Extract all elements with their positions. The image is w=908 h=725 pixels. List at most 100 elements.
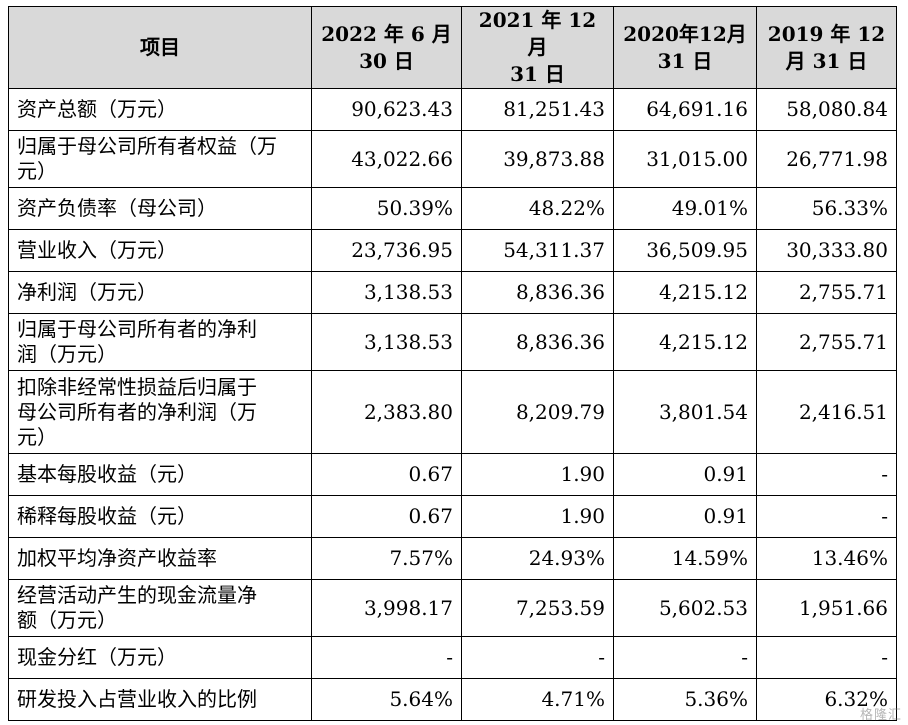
table-row: 研发投入占营业收入的比例 5.64% 4.71% 5.36% 6.32%	[8, 678, 897, 721]
header-line: 2020年12月	[623, 21, 747, 46]
row-label: 净利润（万元）	[8, 271, 312, 314]
table-header-row: 项目 2022 年 6 月 30 日 2021 年 12 月 31 日 2020…	[8, 6, 897, 89]
watermark-text: 格隆汇	[859, 708, 902, 723]
value-cell: -	[613, 636, 757, 679]
header-2020-12-31: 2020年12月 31 日	[613, 6, 757, 89]
row-label: 加权平均净资产收益率	[8, 537, 312, 580]
value-cell: 64,691.16	[613, 88, 757, 131]
table-row: 资产总额（万元） 90,623.43 81,251.43 64,691.16 58,08…	[8, 88, 897, 131]
value-cell: 7,253.59	[461, 579, 614, 637]
value-cell: -	[756, 453, 897, 496]
value-cell: 1.90	[461, 453, 614, 496]
value-cell: 8,836.36	[461, 313, 614, 371]
row-label-line: 净利润（万元）	[17, 280, 157, 304]
value-cell: 3,138.53	[311, 271, 462, 314]
table-row: 资产负债率（母公司） 50.39% 48.22% 49.01% 56.33%	[8, 187, 897, 230]
row-label-line: 研发投入占营业收入的比例	[17, 687, 257, 711]
financial-summary-table: 项目 2022 年 6 月 30 日 2021 年 12 月 31 日 2020…	[8, 6, 897, 721]
value-cell: 30,333.80	[756, 229, 897, 272]
value-cell: 4,215.12	[613, 313, 757, 371]
row-label-line: 基本每股收益（元）	[17, 462, 197, 486]
value-cell: 0.67	[311, 453, 462, 496]
value-cell: 0.91	[613, 495, 757, 538]
row-label: 研发投入占营业收入的比例	[8, 678, 312, 721]
value-cell: -	[756, 636, 897, 679]
value-cell: 0.67	[311, 495, 462, 538]
value-cell: 58,080.84	[756, 88, 897, 131]
row-label: 经营活动产生的现金流量净 额（万元）	[8, 579, 312, 637]
row-label: 稀释每股收益（元）	[8, 495, 312, 538]
row-label-line: 归属于母公司所有者权益（万	[17, 134, 277, 158]
table-row: 净利润（万元） 3,138.53 8,836.36 4,215.12 2,755.71	[8, 271, 897, 314]
header-line: 2021 年 12 月	[478, 8, 597, 59]
value-cell: 56.33%	[756, 187, 897, 230]
value-cell: 1.90	[461, 495, 614, 538]
value-cell: 48.22%	[461, 187, 614, 230]
value-cell: 2,416.51	[756, 370, 897, 454]
value-cell: -	[311, 636, 462, 679]
row-label-line: 元）	[17, 159, 57, 183]
header-item: 项目	[8, 6, 312, 89]
value-cell: 81,251.43	[461, 88, 614, 131]
row-label-line: 扣除非经常性损益后归属于	[17, 374, 257, 399]
value-cell: 1,951.66	[756, 579, 897, 637]
row-label: 营业收入（万元）	[8, 229, 312, 272]
row-label-line: 润（万元）	[17, 342, 117, 366]
value-cell: 8,836.36	[461, 271, 614, 314]
value-cell: 2,383.80	[311, 370, 462, 454]
value-cell: 5.64%	[311, 678, 462, 721]
value-cell: 4.71%	[461, 678, 614, 721]
header-line: 2019 年 12	[767, 21, 886, 46]
value-cell: 8,209.79	[461, 370, 614, 454]
row-label-line: 资产负债率（母公司）	[17, 196, 217, 220]
header-2022-06-30: 2022 年 6 月 30 日	[311, 6, 462, 89]
value-cell: 6.32%	[756, 678, 897, 721]
value-cell: 3,801.54	[613, 370, 757, 454]
value-cell: 7.57%	[311, 537, 462, 580]
row-label: 归属于母公司所有者的净利 润（万元）	[8, 313, 312, 371]
row-label-line: 资产总额（万元）	[17, 97, 177, 121]
header-line: 月 31 日	[785, 48, 868, 73]
row-label: 归属于母公司所有者权益（万 元）	[8, 130, 312, 188]
value-cell: 3,998.17	[311, 579, 462, 637]
header-line: 31 日	[657, 48, 713, 73]
row-label: 扣除非经常性损益后归属于 母公司所有者的净利润（万 元）	[8, 370, 312, 454]
row-label: 资产总额（万元）	[8, 88, 312, 131]
table-row: 稀释每股收益（元） 0.67 1.90 0.91-	[8, 495, 897, 538]
value-cell: 36,509.95	[613, 229, 757, 272]
table-row: 扣除非经常性损益后归属于 母公司所有者的净利润（万 元） 2,383.80 8,209.…	[8, 370, 897, 454]
value-cell: 43,022.66	[311, 130, 462, 188]
row-label: 资产负债率（母公司）	[8, 187, 312, 230]
table-row: 基本每股收益（元） 0.67 1.90 0.91-	[8, 453, 897, 496]
value-cell: 23,736.95	[311, 229, 462, 272]
value-cell: 4,215.12	[613, 271, 757, 314]
value-cell: 2,755.71	[756, 313, 897, 371]
value-cell: 13.46%	[756, 537, 897, 580]
value-cell: -	[461, 636, 614, 679]
header-line: 30 日	[359, 48, 414, 73]
value-cell: 49.01%	[613, 187, 757, 230]
value-cell: 14.59%	[613, 537, 757, 580]
header-line: 2022 年 6 月	[321, 21, 452, 46]
table-row: 加权平均净资产收益率 7.57% 24.93% 14.59% 13.46%	[8, 537, 897, 580]
value-cell: 31,015.00	[613, 130, 757, 188]
table-row: 营业收入（万元） 23,736.95 54,311.37 36,509.95 30,33…	[8, 229, 897, 272]
row-label-line: 经营活动产生的现金流量净	[17, 583, 257, 607]
row-label-line: 元）	[17, 424, 57, 449]
table-row: 归属于母公司所有者的净利 润（万元） 3,138.53 8,836.36 4,215.1…	[8, 313, 897, 371]
row-label-line: 母公司所有者的净利润（万	[17, 399, 257, 424]
watermark-logo: 格隆汇	[860, 704, 902, 723]
value-cell: 24.93%	[461, 537, 614, 580]
value-cell: -	[756, 495, 897, 538]
table-row: 归属于母公司所有者权益（万 元） 43,022.66 39,873.88 31,015.…	[8, 130, 897, 188]
value-cell: 3,138.53	[311, 313, 462, 371]
row-label-line: 现金分红（万元）	[17, 645, 177, 669]
row-label: 基本每股收益（元）	[8, 453, 312, 496]
table-row: 经营活动产生的现金流量净 额（万元） 3,998.17 7,253.59 5,602.5…	[8, 579, 897, 637]
row-label-line: 加权平均净资产收益率	[17, 546, 217, 570]
value-cell: 5,602.53	[613, 579, 757, 637]
value-cell: 26,771.98	[756, 130, 897, 188]
table-row: 现金分红（万元） - - - -	[8, 636, 897, 679]
row-label-line: 额（万元）	[17, 608, 117, 632]
value-cell: 54,311.37	[461, 229, 614, 272]
